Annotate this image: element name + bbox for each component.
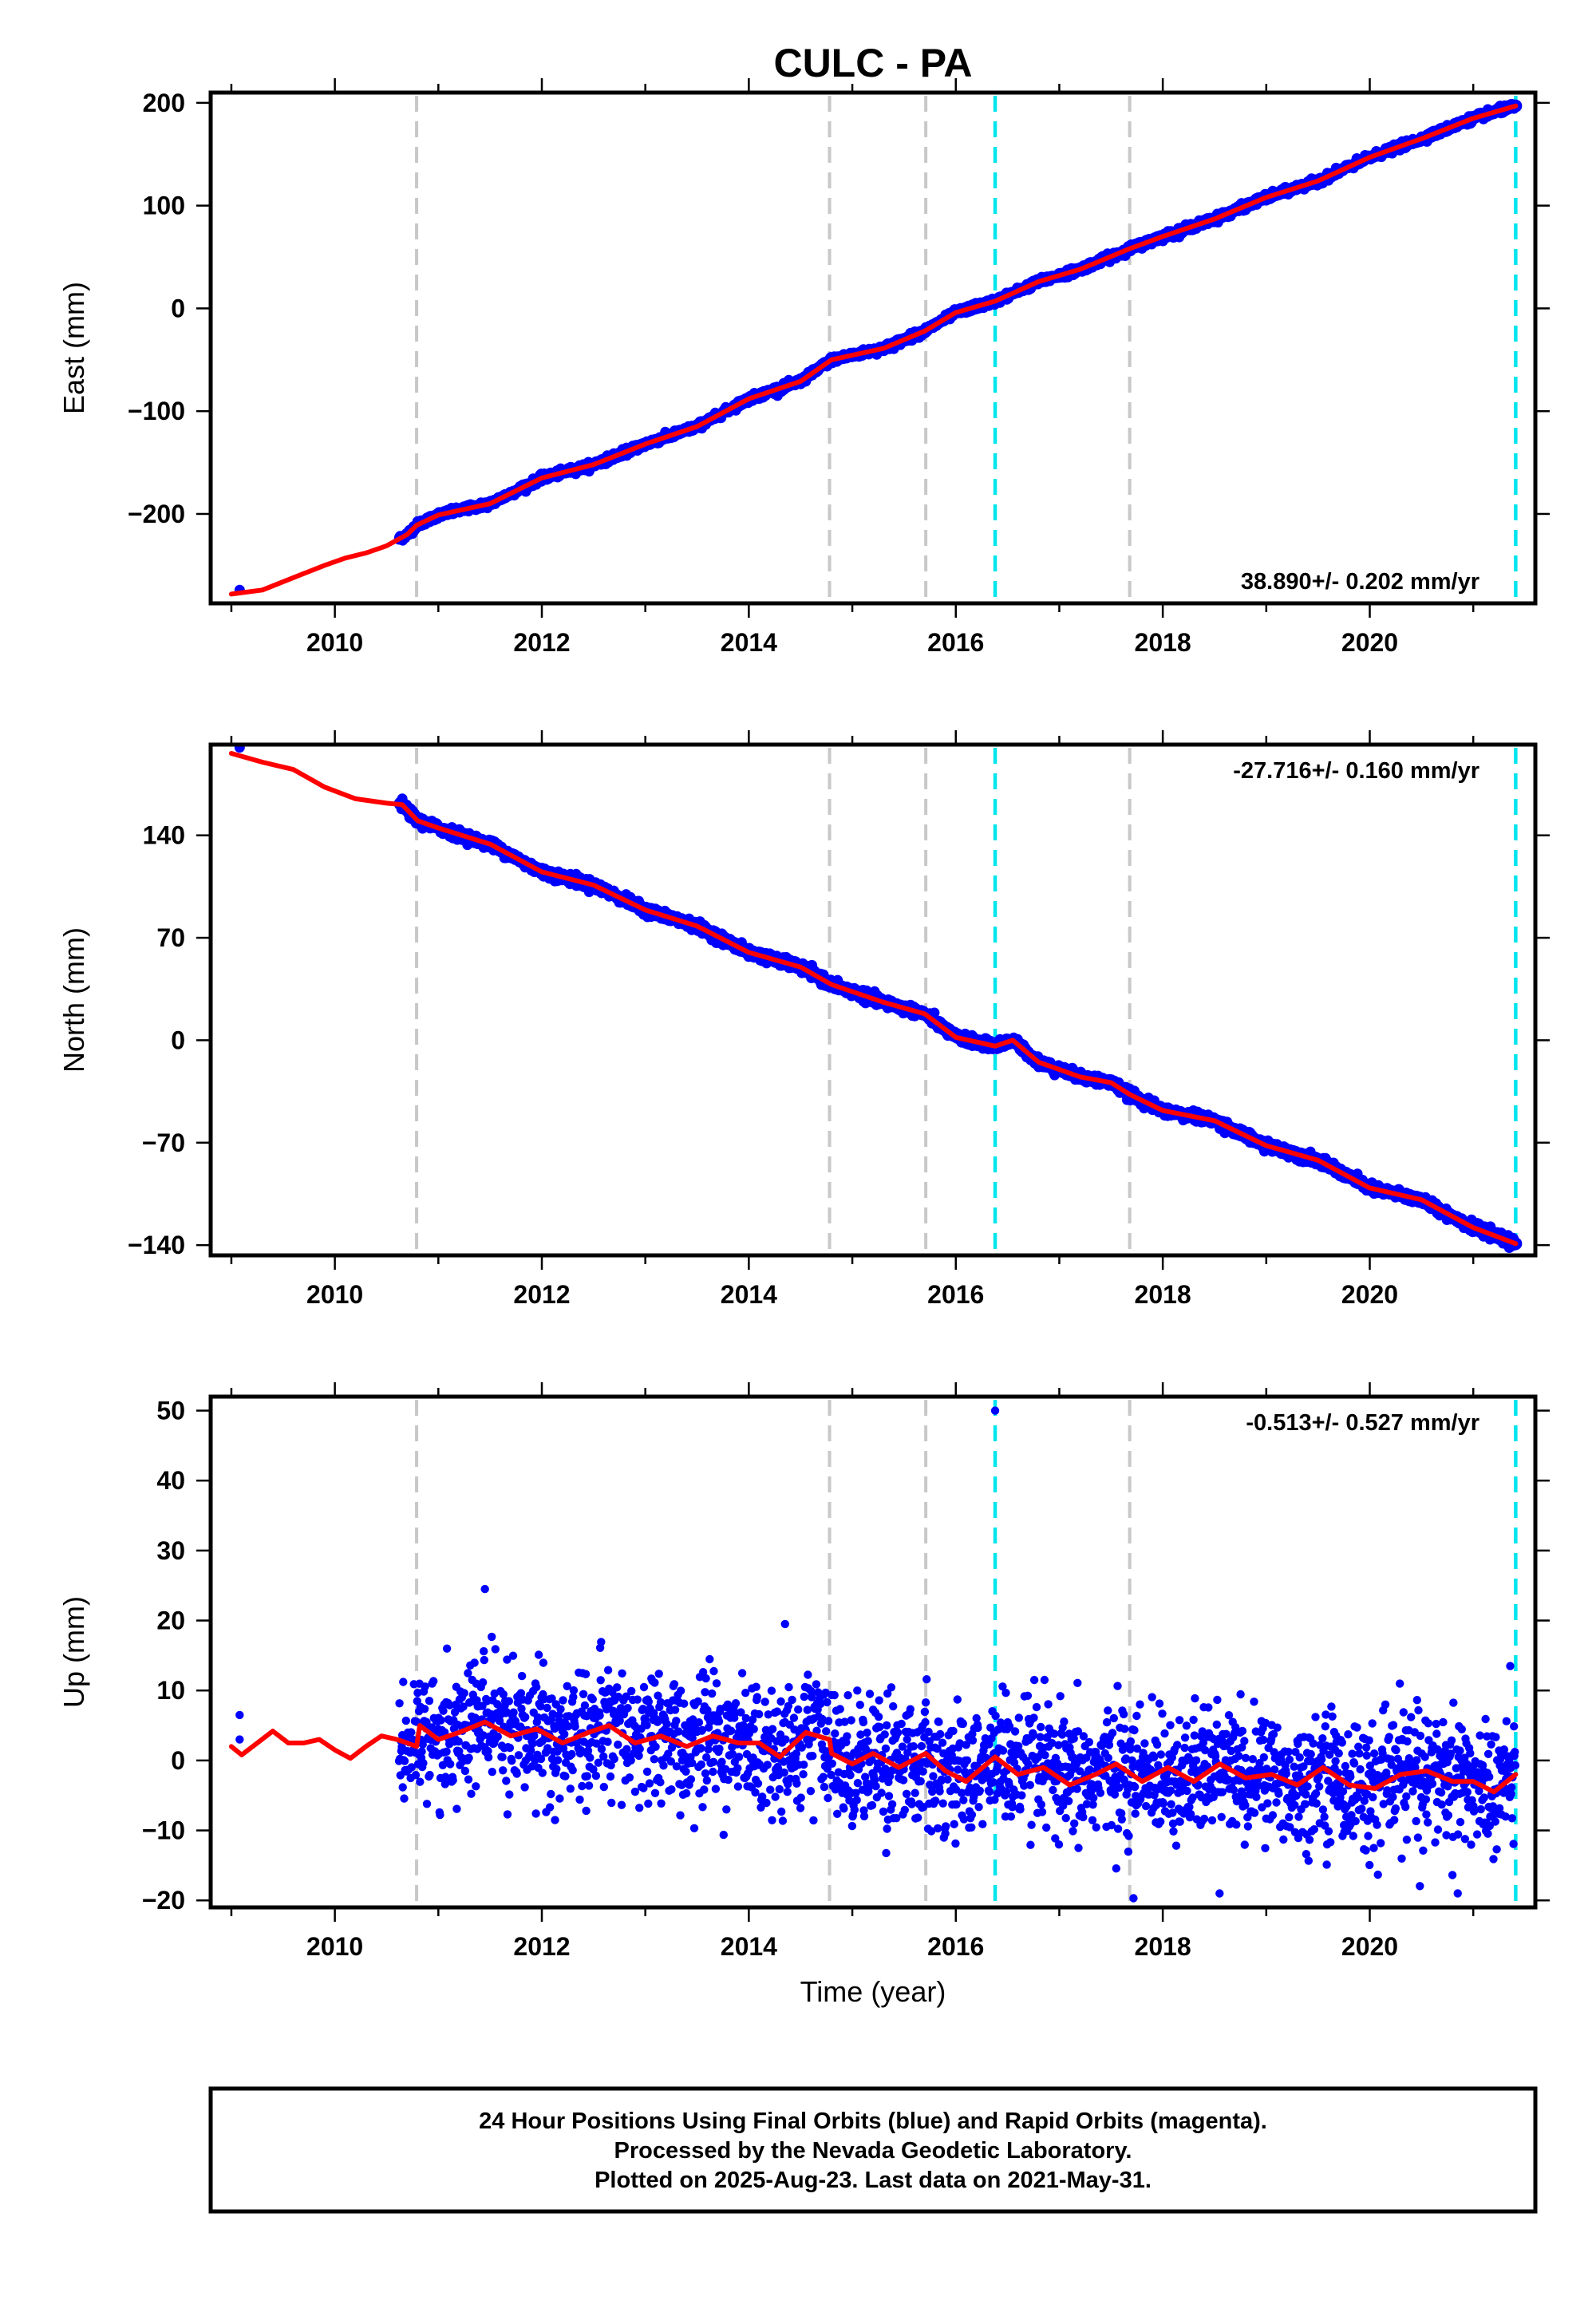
east-ytick-label: 200 (143, 89, 185, 117)
east-ytick-label: 0 (171, 294, 185, 322)
figure-title: CULC - PA (773, 41, 972, 85)
east-xtick-label: 2018 (1135, 628, 1191, 657)
east-xtick-label: 2020 (1341, 628, 1398, 657)
east-ytick-label: 100 (143, 192, 185, 220)
east-xtick-label: 2012 (513, 628, 570, 657)
east-xtick-label: 2014 (721, 628, 777, 657)
east-ytick-label: −100 (128, 397, 185, 425)
north-observations (235, 742, 1523, 1253)
east-model-line (231, 106, 1516, 595)
east-ylabel: East (mm) (57, 282, 90, 414)
east-ytick-label: −200 (128, 500, 185, 528)
east-rate-label: 38.890+/- 0.202 mm/yr (1241, 569, 1479, 595)
east-xtick-label: 2016 (927, 628, 984, 657)
east-panel: 2010 2012 2014 2016 2018 2020 −200 −100 0 100 200 E… (57, 78, 1550, 657)
east-xtick-label: 2010 (306, 628, 363, 657)
